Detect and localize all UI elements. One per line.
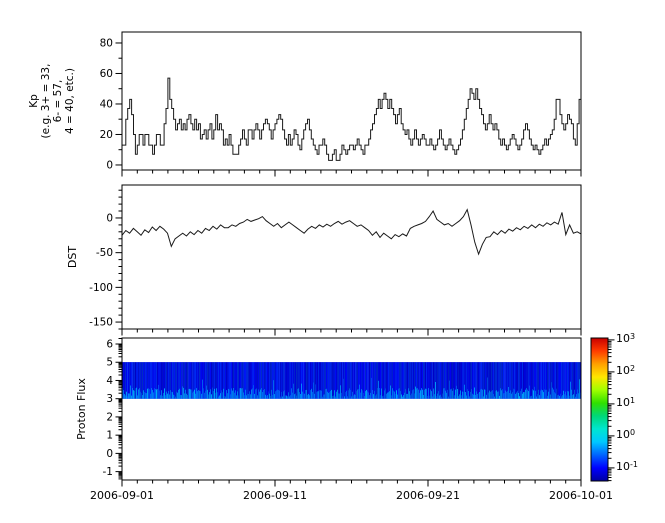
colorbar [590,337,615,482]
dst-frame [121,184,582,330]
proton_flux-panel: -1 0 1 2 3 4 5 6 [103,337,582,487]
proton-flux-axis-label: Proton Flux [75,378,88,440]
y-tick-label: 20 [100,129,113,141]
dst-axis-label: DST [66,245,79,269]
y-tick-label: 0 [106,160,113,172]
colorbar-label-1e1: 101 [616,396,636,409]
y-tick-label: 1 [106,430,113,442]
kp-panel: 0 20 40 60 80 [100,31,582,177]
y-tick-label: 4 [106,375,113,387]
y-tick-label: 3 [106,393,113,405]
colorbar-label-1e2: 102 [616,364,636,377]
y-tick-label: 5 [106,357,113,369]
y-tick-label: 6 [106,339,113,351]
y-tick-label: -150 [89,317,113,329]
y-tick-label: 60 [100,68,113,80]
colorbar-gradient [590,337,609,482]
y-tick-label: 0 [106,448,113,460]
proton-flux-texture [122,362,581,399]
kp-axis-label-line2: (e.g. 3+ = 33, [40,63,52,139]
kp-axis-label-line3: 6- = 57, [52,79,64,123]
y-tick-label: -1 [103,466,113,478]
proton_flux-frame [121,337,582,481]
y-tick-label: -50 [96,247,113,259]
x-tick-label-3: 2006-09-21 [396,489,460,502]
y-tick-label: -100 [89,282,113,294]
dst-line-series [121,208,582,256]
y-tick-label: 40 [100,99,113,111]
y-tick-label: 2 [106,411,113,423]
colorbar-label-1e3: 103 [616,332,636,345]
y-tick-label: 0 [106,213,113,225]
kp-axis-label-line1: Kp [28,94,40,108]
y-tick-label: 80 [100,38,113,50]
colorbar-label-1e-1: 10-1 [616,460,638,473]
colorbar-label-1e0: 100 [616,428,636,441]
kp-frame [121,31,582,171]
kp-axis-label: Kp (e.g. 3+ = 33, 6- = 57, 4 = 40, etc.) [28,26,76,176]
kp-step-series [122,77,581,161]
x-tick-label-2: 2006-09-11 [243,489,307,502]
kp-axis-label-line4: 4 = 40, etc.) [64,68,76,134]
x-tick-label-4: 2006-10-01 [549,489,613,502]
x-tick-label-1: 2006-09-01 [90,489,154,502]
dst-panel: 0 -50 -100 -150 [89,184,582,336]
